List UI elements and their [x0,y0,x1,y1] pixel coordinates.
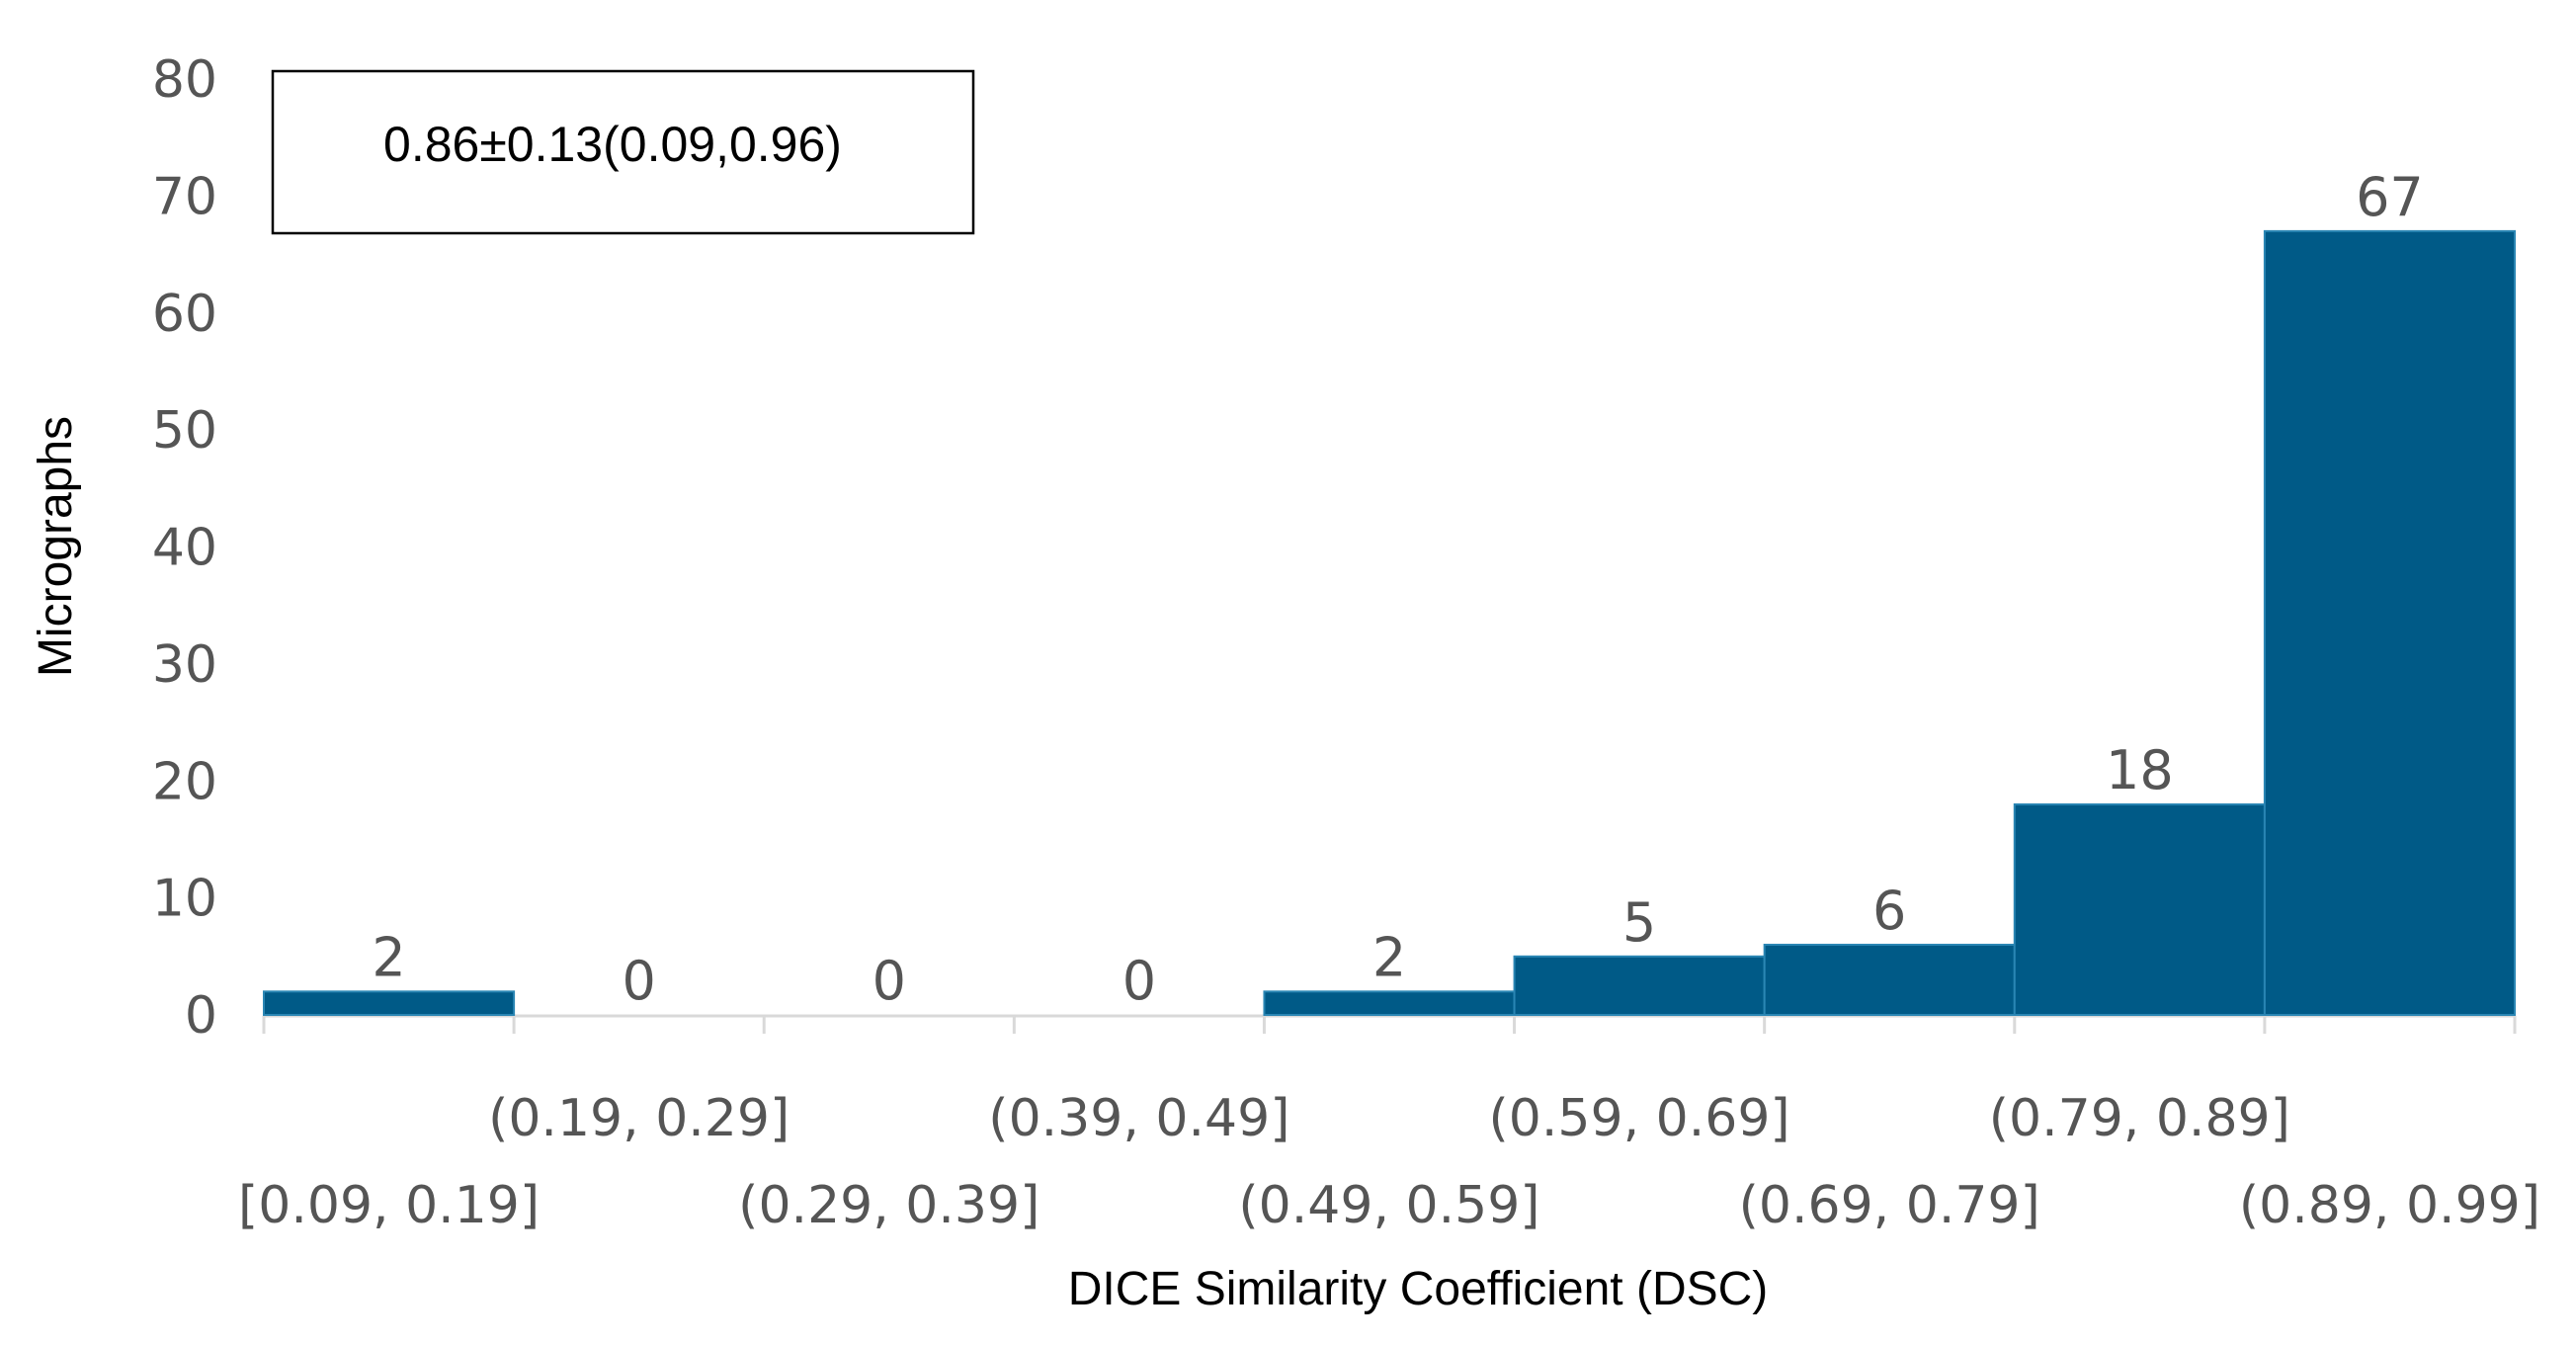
data-label: 2 [372,926,405,988]
data-label: 67 [2356,166,2424,228]
y-tick-label: 80 [152,50,217,110]
y-tick-label: 50 [152,401,217,461]
stats-annotation-box [271,69,975,235]
x-tick-label: (0.19, 0.29] [488,1089,789,1148]
bar [2013,802,2266,1016]
y-tick-label: 30 [152,635,217,695]
data-label: 5 [1622,891,1656,954]
data-label: 0 [1122,950,1156,1012]
data-label: 0 [622,950,655,1012]
y-axis-title: Micrographs [30,416,82,677]
bar [1513,955,1766,1016]
data-label: 18 [2106,739,2174,801]
y-tick-label: 40 [152,519,217,578]
bars-group [263,229,2517,1017]
x-tick-label: (0.69, 0.79] [1739,1176,2040,1235]
data-label: 2 [1372,926,1406,988]
bar [2263,229,2517,1016]
data-label: 6 [1872,880,1906,942]
x-axis-title: DICE Similarity Coefficient (DSC) [1068,1263,1769,1315]
y-tick-label: 10 [152,870,217,929]
y-tick-label: 70 [152,167,217,226]
stats-annotation-text: 0.86±0.13(0.09,0.96) [383,117,842,172]
y-tick-label: 60 [152,285,217,344]
bar [1263,990,1516,1017]
data-labels-group: 2 0 0 0 2 5 6 18 67 [372,166,2423,1012]
y-axis-ticks: 0 10 20 30 40 50 60 70 80 [152,50,217,1046]
x-tick-label: (0.59, 0.69] [1489,1089,1790,1148]
y-tick-label: 0 [185,986,217,1046]
data-label: 0 [873,950,906,1012]
x-tick-label: [0.09, 0.19] [238,1176,540,1235]
x-tick-label: (0.49, 0.59] [1238,1176,1539,1235]
y-tick-label: 20 [152,752,217,811]
bar [263,990,516,1017]
x-axis-ticks: [0.09, 0.19] (0.19, 0.29] (0.29, 0.39] (0.3… [238,1089,2540,1235]
x-axis [262,1014,2517,1034]
x-tick-label: (0.79, 0.89] [1989,1089,2290,1148]
x-tick-label: (0.39, 0.49] [988,1089,1289,1148]
bar [1763,943,2016,1016]
x-tick-label: (0.29, 0.39] [738,1176,1039,1235]
x-tick-label: (0.89, 0.99] [2239,1176,2540,1235]
